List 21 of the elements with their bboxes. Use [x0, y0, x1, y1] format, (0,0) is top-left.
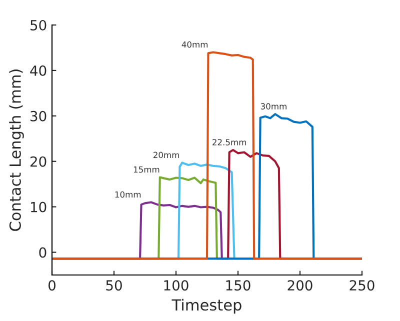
series-label: 10mm — [115, 191, 141, 198]
y-tick-label: 0 — [39, 247, 46, 258]
x-tick-label: 200 — [288, 280, 312, 291]
series-label: 40mm — [182, 41, 208, 48]
x-tick-label: 150 — [226, 280, 250, 291]
y-tick-label: 50 — [30, 20, 46, 30]
x-axis-title: Timestep — [172, 298, 242, 314]
series-label: 20mm — [153, 152, 180, 158]
series-label: 22.5mm — [212, 139, 246, 146]
y-tick-label: 20 — [30, 156, 46, 167]
x-tick-label: 0 — [48, 280, 56, 291]
y-tick-label: 10 — [30, 202, 46, 212]
y-axis-title: Contact Length (mm) — [9, 70, 24, 231]
series-label: 15mm — [134, 166, 160, 173]
line-series — [52, 51, 362, 260]
x-tick-label: 50 — [106, 280, 122, 291]
y-tick-label: 40 — [30, 65, 46, 76]
x-tick-label: 250 — [350, 280, 374, 291]
x-tick-label: 100 — [164, 280, 188, 291]
series-label: 30mm — [260, 103, 286, 110]
y-tick-label: 30 — [30, 110, 46, 122]
